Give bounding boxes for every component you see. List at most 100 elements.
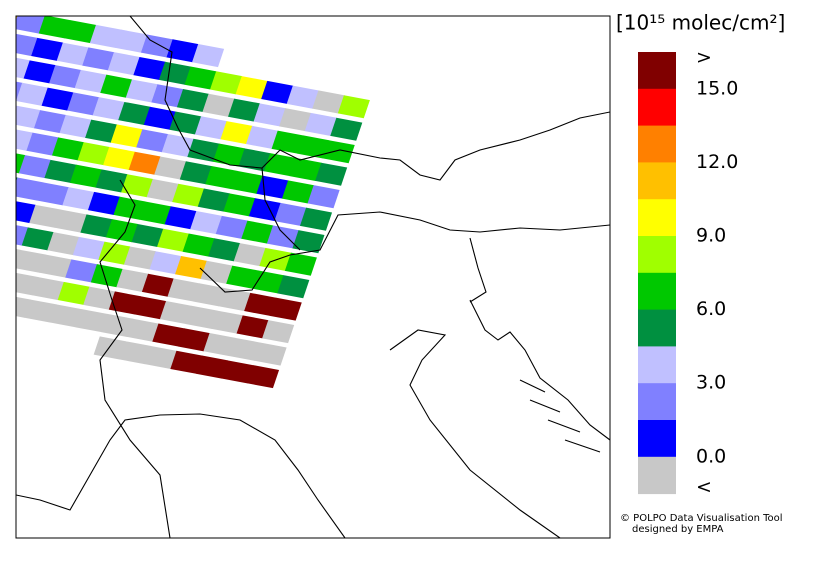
swath-pixel (286, 85, 319, 109)
swath-pixel (140, 34, 174, 58)
swath-pixel (87, 191, 121, 215)
swath-pixel (125, 79, 158, 103)
swath-pixel (108, 291, 141, 315)
swath-pixel (47, 232, 80, 256)
swath-pixel (200, 260, 233, 284)
swath-pixel (212, 143, 245, 167)
swath-pixel (16, 172, 18, 196)
swath-pixel (220, 121, 253, 145)
swath-pixel (251, 270, 284, 294)
swath-pixel (118, 101, 151, 125)
swath-pixel (128, 151, 161, 175)
swath-pixel (62, 187, 95, 211)
swath-pixel (238, 148, 271, 172)
swath-pixel (235, 76, 268, 100)
swath-pixel (141, 273, 174, 297)
coastline (16, 413, 346, 538)
swath-pixel (315, 162, 348, 186)
swath-pixel (167, 278, 200, 302)
map-outlines (16, 16, 610, 538)
swath-pixel (16, 272, 39, 296)
swath-layer (0, 16, 370, 389)
legend-label: 15.0 (696, 77, 738, 99)
swath-pixel (337, 95, 370, 119)
swath-pixel (179, 161, 212, 185)
legend-swatch (638, 199, 676, 237)
swath-pixel (221, 360, 254, 384)
swath-pixel (177, 328, 210, 352)
swath-pixel (262, 320, 295, 344)
swath-pixel (133, 56, 166, 80)
swath-pixel (151, 84, 184, 108)
swath-pixel (246, 365, 280, 389)
swath-pixel (80, 214, 113, 238)
swath-pixel (215, 215, 248, 239)
swath-pixel (228, 98, 261, 122)
swath-pixel (261, 80, 294, 104)
legend-swatch (638, 52, 676, 90)
swath-pixel (244, 292, 277, 316)
swath-pixel (126, 318, 159, 342)
swath-pixel (75, 309, 108, 333)
swath-pixel (38, 16, 71, 39)
swath-pixel (152, 323, 185, 347)
legend-swatch (638, 236, 676, 274)
swath-pixel (119, 341, 152, 365)
coastline (389, 329, 561, 538)
swath-pixel (154, 156, 187, 180)
swath-pixel (32, 277, 65, 301)
legend-swatch (638, 346, 676, 384)
swath-pixel (0, 123, 7, 146)
swath-pixel (16, 294, 32, 318)
swath-pixel (229, 337, 262, 361)
swath-pixel (233, 243, 266, 267)
swath-pixel (269, 297, 302, 321)
swath-pixel (16, 33, 38, 57)
swath-pixel (101, 313, 134, 337)
swath-pixel (284, 252, 317, 276)
swath-pixel (226, 265, 259, 289)
swath-pixel (82, 47, 115, 71)
swath-pixel (110, 124, 143, 148)
swath-pixel (158, 61, 191, 85)
legend-label: 3.0 (696, 372, 726, 394)
swath-pixel (16, 200, 36, 224)
swath-pixel (175, 256, 208, 280)
swath-pixel (123, 246, 157, 270)
swath-pixel (16, 177, 44, 201)
legend-label: > (696, 47, 712, 69)
swath-pixel (49, 65, 82, 89)
swath-pixel (89, 24, 122, 48)
swath-pixel (236, 315, 269, 339)
swath-pixel (0, 268, 13, 291)
swath-pixel (16, 222, 29, 246)
swath-pixel (92, 97, 125, 121)
swath-pixel (64, 20, 97, 44)
swath-pixel (322, 140, 355, 164)
swath-pixel (24, 299, 57, 323)
credit: designed by EMPA (632, 524, 724, 535)
swath-grid (0, 16, 370, 389)
swath-pixel (16, 249, 47, 273)
swath-pixel (185, 305, 218, 329)
swath-pixel (54, 209, 87, 233)
swath-pixel (172, 183, 205, 207)
swath-pixel (59, 114, 92, 138)
swath-pixel (23, 60, 56, 84)
swath-pixel (69, 164, 103, 188)
swath-pixel (83, 286, 116, 310)
swath-pixel (203, 333, 236, 357)
swath-pixel (90, 264, 123, 288)
swath-pixel (16, 127, 33, 151)
swath-pixel (210, 71, 243, 95)
swath-pixel (192, 44, 225, 68)
swath-pixel (159, 301, 192, 325)
swath-pixel (16, 55, 31, 79)
swath-pixel (105, 219, 139, 243)
swath-pixel (51, 137, 85, 161)
swath-pixel (95, 169, 128, 193)
swath-pixel (241, 220, 274, 244)
swath-pixel (164, 206, 197, 230)
swath-pixel (121, 174, 154, 198)
